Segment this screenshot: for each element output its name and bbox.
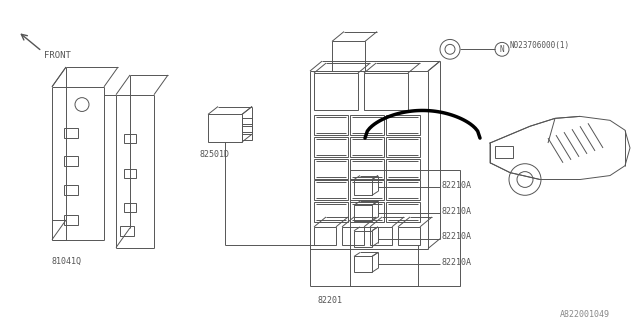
Bar	[208, 115, 242, 142]
Bar	[386, 116, 420, 135]
Bar	[370, 227, 392, 244]
Bar	[314, 73, 358, 110]
Bar	[386, 159, 420, 179]
Bar	[386, 180, 420, 200]
Bar	[314, 159, 348, 179]
Bar	[342, 227, 364, 244]
Bar	[314, 116, 348, 135]
Text: A822001049: A822001049	[560, 310, 610, 319]
Text: N: N	[500, 45, 504, 54]
Bar	[350, 180, 384, 200]
Text: 82201: 82201	[318, 296, 343, 305]
Bar	[64, 185, 78, 195]
Bar	[350, 116, 384, 135]
Text: FRONT: FRONT	[44, 51, 71, 60]
Bar	[386, 202, 420, 222]
Bar	[386, 137, 420, 157]
Bar	[124, 134, 136, 143]
Bar	[354, 256, 372, 272]
Bar	[242, 126, 252, 132]
Bar	[350, 159, 384, 179]
Text: 81041Q: 81041Q	[52, 257, 82, 267]
Bar	[64, 128, 78, 138]
Bar	[495, 146, 513, 158]
Bar	[64, 215, 78, 225]
Text: 82501D: 82501D	[200, 150, 230, 159]
Bar	[354, 231, 372, 247]
Text: 82210A: 82210A	[442, 232, 472, 241]
Bar	[364, 73, 408, 110]
Bar	[242, 134, 252, 140]
Bar	[350, 137, 384, 157]
Bar	[314, 202, 348, 222]
Bar	[124, 169, 136, 178]
Text: N023706000(1): N023706000(1)	[510, 41, 570, 50]
Bar	[242, 118, 252, 124]
Bar	[354, 180, 372, 195]
Bar	[398, 227, 420, 244]
Text: 82210A: 82210A	[442, 258, 472, 267]
Bar	[314, 137, 348, 157]
Bar	[314, 227, 336, 244]
Bar	[350, 170, 460, 286]
Bar	[124, 203, 136, 212]
Bar	[354, 205, 372, 221]
Bar	[64, 156, 78, 166]
Bar	[350, 202, 384, 222]
Text: 82210A: 82210A	[442, 207, 472, 216]
Text: 82210A: 82210A	[442, 181, 472, 190]
Bar	[120, 226, 134, 236]
Bar	[314, 180, 348, 200]
